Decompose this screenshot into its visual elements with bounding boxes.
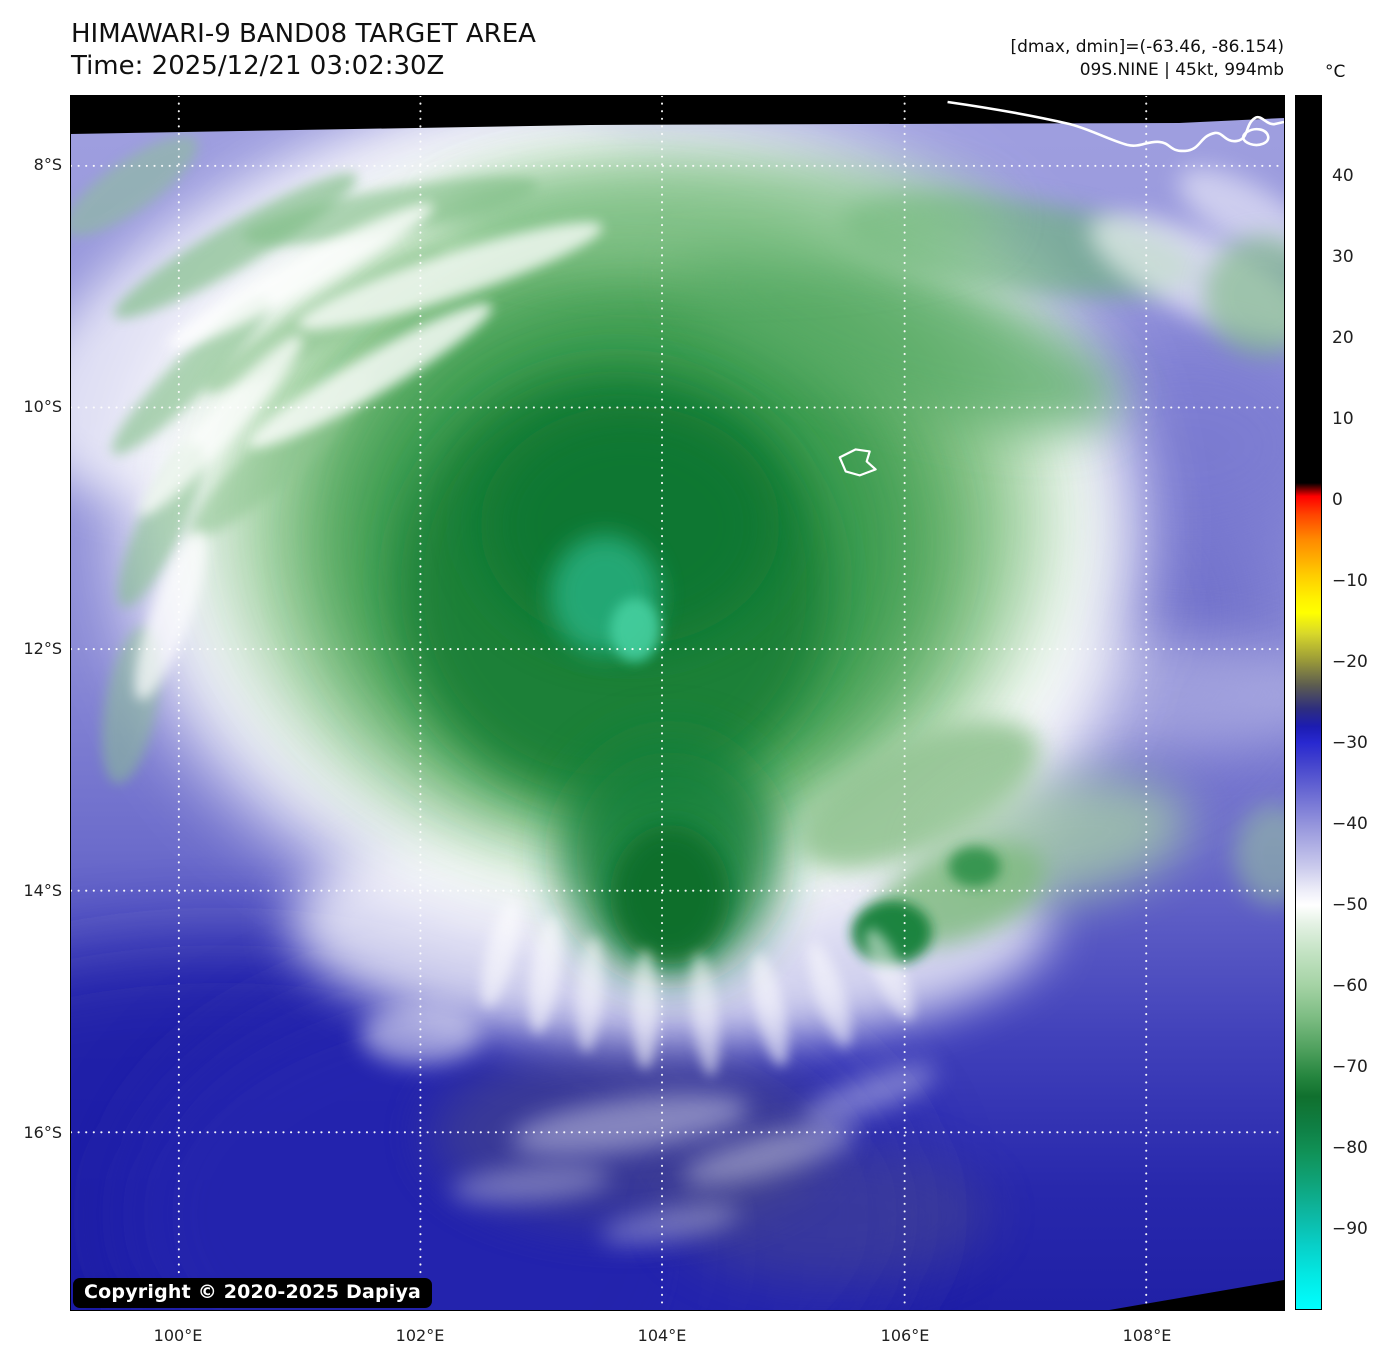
convective-striations (360, 901, 936, 1245)
colorbar-tick-label: −60 (1332, 976, 1368, 996)
lon-tick-label: 106°E (880, 1326, 930, 1345)
copyright-badge: Copyright © 2020-2025 Dapiya (73, 1278, 433, 1308)
lon-tick-label: 100°E (153, 1326, 203, 1345)
coastline (947, 100, 1284, 153)
lat-tick-label: 14°S (23, 881, 62, 900)
page-title: HIMAWARI-9 BAND08 TARGET AREA (71, 19, 536, 49)
colorbar-tick-label: −10 (1332, 571, 1368, 591)
spiral-bands (71, 135, 1284, 905)
scan-edge-top (71, 96, 1284, 134)
island-contour (838, 448, 877, 477)
colorbar-tick-label: −50 (1332, 895, 1368, 915)
colorbar-tick-label: −20 (1332, 652, 1368, 672)
lon-tick-label: 104°E (637, 1326, 687, 1345)
colorbar-tick-label: 0 (1332, 490, 1343, 510)
timestamp-label: Time: 2025/12/21 03:02:30Z (71, 51, 445, 81)
title-block: HIMAWARI-9 BAND08 TARGET AREA Time: 2025… (71, 18, 536, 82)
colorbar-tick-label: 10 (1332, 409, 1354, 429)
colorbar-tick-label: −80 (1332, 1138, 1368, 1158)
colorbar-tick-label: −90 (1332, 1219, 1368, 1239)
colorbar-tick-label: −70 (1332, 1057, 1368, 1077)
colorbar-tick-label: −40 (1332, 814, 1368, 834)
satellite-image (71, 96, 1284, 1310)
colorbar (1295, 95, 1322, 1310)
lat-tick-label: 12°S (23, 639, 62, 658)
lat-tick-label: 8°S (33, 155, 62, 174)
colorbar-unit-label: °C (1325, 62, 1346, 82)
dmax-dmin-label: [dmax, dmin]=(-63.46, -86.154) (1010, 37, 1285, 57)
scan-edge-bottom-right (1109, 1280, 1284, 1310)
annotation-block: [dmax, dmin]=(-63.46, -86.154) 09S.NINE … (1011, 36, 1285, 82)
lon-tick-label: 102°E (395, 1326, 445, 1345)
lon-tick-label: 108°E (1122, 1326, 1172, 1345)
graticule-gridlines (71, 96, 1284, 1310)
colorbar-tick-label: 40 (1332, 166, 1354, 186)
colorbar-tick-label: −30 (1332, 733, 1368, 753)
southeast-cloud-band (799, 720, 1188, 965)
storm-info-label: 09S.NINE | 45kt, 994mb (1079, 60, 1284, 80)
lat-tick-label: 16°S (23, 1123, 62, 1142)
map-axes: Copyright © 2020-2025 Dapiya (70, 95, 1285, 1311)
colorbar-tick-label: 30 (1332, 247, 1354, 267)
colorbar-tick-label: 20 (1332, 328, 1354, 348)
lat-tick-label: 10°S (23, 397, 62, 416)
